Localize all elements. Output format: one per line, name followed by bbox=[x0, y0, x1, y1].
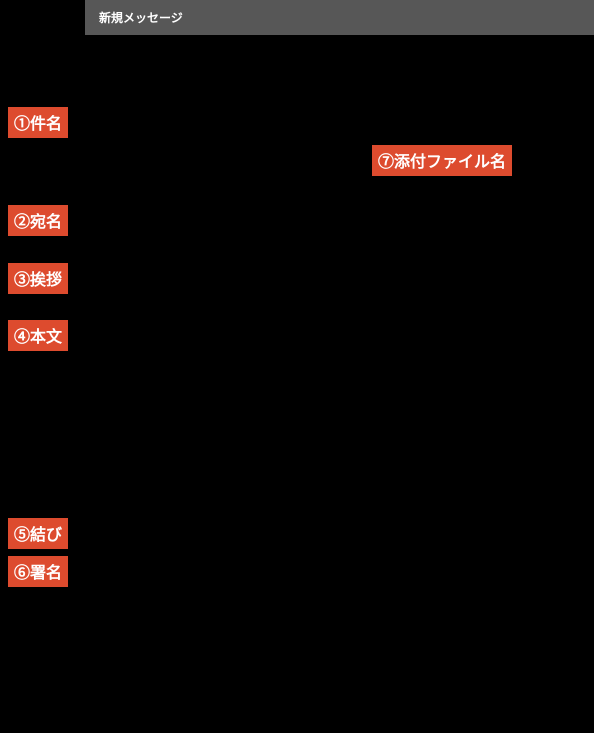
label-attachment: ⑦添付ファイル名 bbox=[372, 145, 512, 176]
label-body: ④本文 bbox=[8, 320, 68, 351]
label-subject: ①件名 bbox=[8, 107, 68, 138]
label-address: ②宛名 bbox=[8, 205, 68, 236]
message-header-title: 新規メッセージ bbox=[99, 9, 183, 26]
message-header-bar: 新規メッセージ bbox=[85, 0, 594, 35]
label-signature: ⑥署名 bbox=[8, 556, 68, 587]
label-greeting: ③挨拶 bbox=[8, 263, 68, 294]
label-closing: ⑤結び bbox=[8, 518, 68, 549]
